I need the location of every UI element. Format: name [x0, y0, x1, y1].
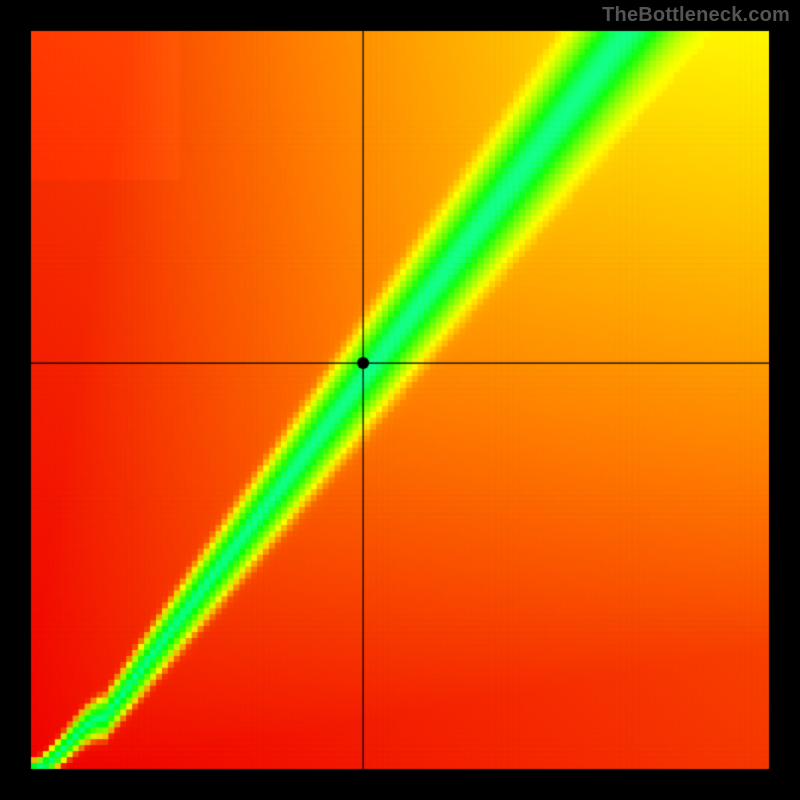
watermark-text: TheBottleneck.com: [602, 4, 790, 27]
chart-container: TheBottleneck.com: [0, 0, 800, 800]
heatmap-canvas: [0, 0, 800, 800]
